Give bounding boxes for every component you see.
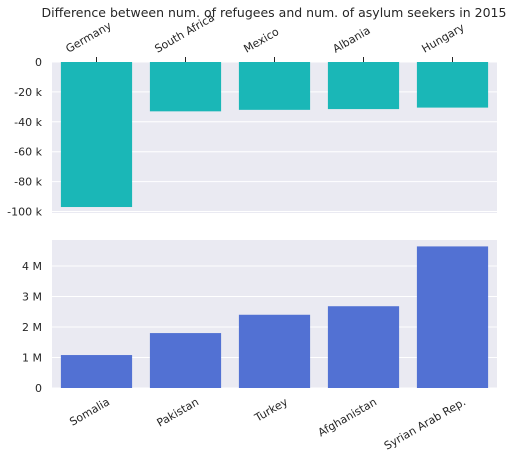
top-bar (416, 62, 489, 108)
bottom-bar (416, 246, 489, 388)
bottom-x-tick-label: Syrian Arab Rep. (382, 395, 468, 452)
top-y-tick-label: -80 k (14, 176, 42, 189)
top-bar (327, 62, 400, 110)
top-bar (238, 62, 311, 110)
bottom-bar-chart: 0 1 M 2 M 3 M 4 M Somalia Pakistan Turkey Afghan… (22, 240, 497, 453)
top-x-tick-label: Albania (331, 24, 373, 56)
top-y-tick-label: -100 k (7, 206, 42, 219)
top-y-tick-label: -40 k (14, 116, 42, 129)
bottom-bar (60, 355, 133, 388)
bottom-x-tick-label: Somalia (67, 395, 112, 428)
bottom-y-tick-label: 0 (35, 382, 42, 395)
top-y-tick-label: -60 k (14, 146, 42, 159)
bottom-bar (149, 333, 222, 388)
top-bar (60, 62, 133, 208)
bottom-x-tick-label: Pakistan (155, 395, 201, 429)
chart-title: Difference between num. of refugees and … (42, 5, 507, 20)
bottom-bar (327, 306, 400, 388)
top-x-tick-label: Germany (64, 19, 115, 56)
bottom-bar (238, 314, 311, 388)
top-y-tick-label: -20 k (14, 86, 42, 99)
top-bar (149, 62, 222, 112)
bottom-x-tick-label: Afghanistan (316, 395, 379, 439)
bottom-y-tick-label: 1 M (22, 351, 42, 364)
top-x-tick-label: Mexico (242, 25, 282, 56)
bottom-y-tick-label: 4 M (22, 260, 42, 273)
bottom-y-tick-label: 3 M (22, 290, 42, 303)
bottom-y-tick-label: 2 M (22, 321, 42, 334)
bottom-x-tick-label: Turkey (252, 395, 291, 425)
top-y-tick-label: 0 (35, 56, 42, 69)
top-x-tick-label: Hungary (420, 21, 468, 56)
